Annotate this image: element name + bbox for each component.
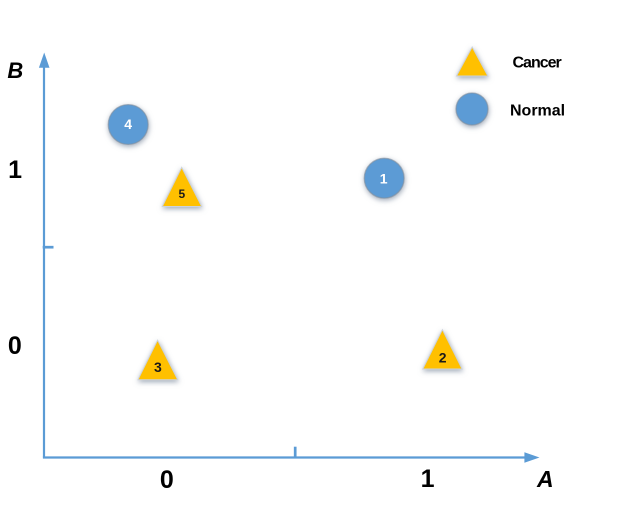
svg-text:0: 0 — [8, 332, 22, 360]
svg-text:A: A — [536, 466, 554, 492]
svg-text:0: 0 — [160, 466, 174, 494]
svg-text:1: 1 — [8, 156, 22, 184]
svg-text:B: B — [7, 58, 23, 83]
svg-text:1: 1 — [380, 170, 388, 186]
svg-text:5: 5 — [179, 187, 186, 201]
svg-text:4: 4 — [124, 116, 132, 132]
svg-text:3: 3 — [154, 359, 162, 375]
svg-text:Normal: Normal — [510, 102, 565, 119]
svg-text:1: 1 — [421, 465, 435, 493]
svg-text:Cancer: Cancer — [513, 55, 562, 72]
svg-text:2: 2 — [439, 349, 447, 365]
